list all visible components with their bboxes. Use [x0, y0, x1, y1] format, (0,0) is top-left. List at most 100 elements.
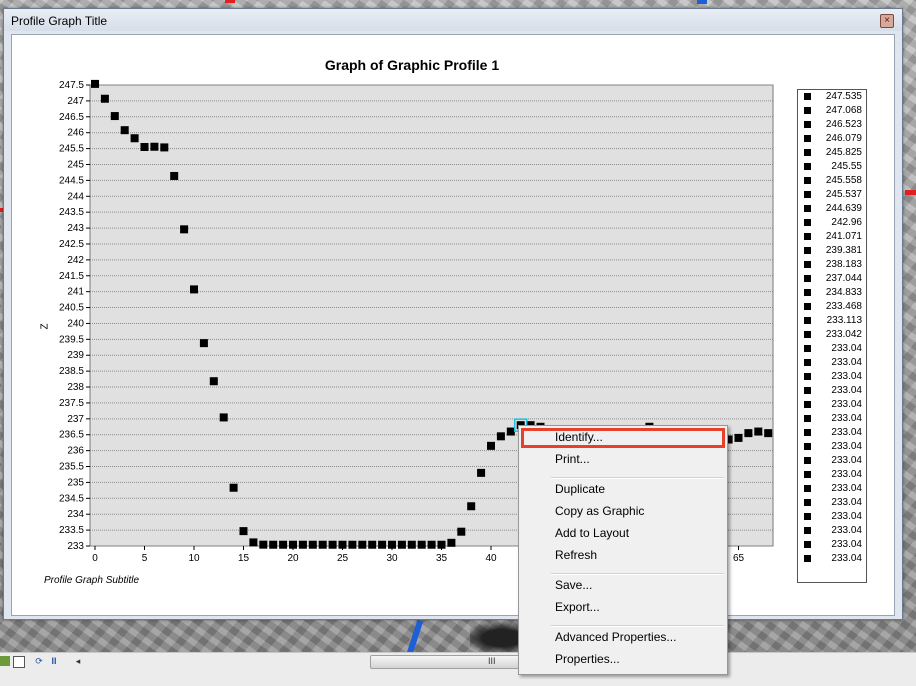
- layout-view-icon[interactable]: [0, 656, 10, 666]
- legend-value: 238.183: [825, 259, 862, 270]
- legend-item: 234.833: [798, 286, 866, 300]
- status-toolbar: ⟳ II ◂ III: [0, 652, 916, 686]
- y-tick-label: 244: [67, 191, 84, 202]
- legend-item: 245.55: [798, 160, 866, 174]
- profile-graph-window: Profile Graph Title × Graph of Graphic P…: [3, 8, 903, 620]
- legend-value: 234.833: [825, 287, 862, 298]
- data-point: [180, 225, 189, 234]
- y-tick-label: 235: [67, 477, 84, 488]
- scroll-left-icon[interactable]: ◂: [75, 656, 81, 666]
- menu-item-copy-as-graphic[interactable]: Copy as Graphic: [555, 504, 645, 518]
- menu-item-print[interactable]: Print...: [555, 452, 590, 466]
- legend-marker-icon: [804, 471, 811, 478]
- menu-item-add-to-layout[interactable]: Add to Layout: [555, 526, 630, 540]
- data-point: [358, 540, 367, 549]
- menu-item-highlight: [521, 428, 725, 448]
- legend-item: 244.639: [798, 202, 866, 216]
- menu-item-save[interactable]: Save...: [555, 578, 593, 592]
- legend-marker-icon: [804, 233, 811, 240]
- context-menu: Identify... Print... Duplicate Copy as Grap…: [518, 425, 728, 675]
- legend-value: 233.04: [831, 455, 862, 466]
- legend-item: 247.068: [798, 104, 866, 118]
- legend-marker-icon: [804, 387, 811, 394]
- legend-marker-icon: [804, 191, 811, 198]
- data-point: [724, 435, 733, 444]
- data-point: [199, 339, 208, 348]
- legend-marker-icon: [804, 177, 811, 184]
- legend-value: 233.04: [831, 385, 862, 396]
- x-tick-label: 20: [287, 553, 299, 564]
- data-view-icon[interactable]: [13, 656, 25, 668]
- legend-value: 233.468: [825, 301, 862, 312]
- legend-item: 233.042: [798, 328, 866, 342]
- data-point: [437, 540, 446, 549]
- data-point: [91, 79, 99, 88]
- refresh-icon[interactable]: ⟳: [35, 656, 43, 666]
- data-point: [269, 540, 278, 549]
- legend-item: 233.04: [798, 482, 866, 496]
- menu-item-identify[interactable]: Identify...: [555, 430, 603, 444]
- legend-value: 233.04: [831, 525, 862, 536]
- horizontal-scrollbar-thumb[interactable]: [370, 655, 522, 669]
- legend-value: 233.04: [831, 343, 862, 354]
- y-tick-label: 240: [67, 318, 84, 329]
- menu-item-properties[interactable]: Properties...: [555, 652, 620, 666]
- legend-value: 233.04: [831, 483, 862, 494]
- legend-item: 245.537: [798, 188, 866, 202]
- y-tick-label: 238.5: [59, 366, 84, 377]
- legend-value: 233.113: [826, 315, 862, 326]
- menu-item-export[interactable]: Export...: [555, 600, 600, 614]
- map-feature-red: [905, 190, 916, 195]
- legend-item: 246.523: [798, 118, 866, 132]
- legend-marker-icon: [804, 513, 811, 520]
- legend-marker-icon: [804, 541, 811, 548]
- legend-marker-icon: [804, 303, 811, 310]
- y-tick-label: 246.5: [59, 112, 84, 123]
- y-tick-label: 235.5: [59, 462, 84, 473]
- y-tick-label: 245: [67, 159, 84, 170]
- close-button[interactable]: ×: [880, 14, 894, 28]
- window-titlebar[interactable]: Profile Graph Title ×: [4, 9, 902, 31]
- legend-marker-icon: [804, 317, 811, 324]
- data-point: [259, 540, 268, 549]
- window-title: Profile Graph Title: [11, 14, 108, 28]
- legend-item: 233.04: [798, 370, 866, 384]
- legend-marker-icon: [804, 345, 811, 352]
- y-tick-label: 242: [67, 255, 84, 266]
- data-point: [308, 540, 317, 549]
- menu-separator: [551, 477, 724, 479]
- legend-value: 245.537: [825, 189, 862, 200]
- data-point: [190, 285, 198, 294]
- legend-item: 239.381: [798, 244, 866, 258]
- menu-item-advanced-properties[interactable]: Advanced Properties...: [555, 630, 677, 644]
- y-tick-label: 243: [67, 223, 84, 234]
- pause-icon[interactable]: II: [51, 656, 57, 666]
- legend-item: 233.04: [798, 342, 866, 356]
- legend-value: 247.535: [825, 91, 862, 102]
- data-point: [744, 429, 753, 438]
- legend-value: 244.639: [825, 203, 862, 214]
- legend-item: 233.04: [798, 398, 866, 412]
- legend-marker-icon: [804, 359, 811, 366]
- data-point: [328, 540, 337, 549]
- legend-marker-icon: [804, 499, 811, 506]
- legend-value: 246.523: [825, 119, 862, 130]
- data-point: [150, 142, 159, 151]
- menu-item-refresh[interactable]: Refresh: [555, 548, 598, 562]
- data-point: [467, 502, 476, 511]
- data-point: [110, 112, 119, 121]
- legend-value: 233.04: [831, 413, 862, 424]
- legend-value: 233.04: [831, 539, 862, 550]
- graph-canvas[interactable]: Graph of Graphic Profile 1 247.5 247 246.5…: [11, 34, 895, 616]
- y-tick-label: 234: [67, 509, 84, 520]
- legend-item: 233.04: [798, 454, 866, 468]
- data-point: [496, 432, 505, 441]
- x-tick-label: 35: [436, 553, 448, 564]
- legend-marker-icon: [804, 331, 811, 338]
- data-point: [209, 377, 218, 386]
- profile-chart: 247.5 247 246.5 246 245.5 245 244.5 244 243.5 243…: [59, 79, 774, 564]
- legend-item: 238.183: [798, 258, 866, 272]
- legend-marker-icon: [804, 401, 811, 408]
- menu-item-duplicate[interactable]: Duplicate: [555, 482, 606, 496]
- legend-item: 246.079: [798, 132, 866, 146]
